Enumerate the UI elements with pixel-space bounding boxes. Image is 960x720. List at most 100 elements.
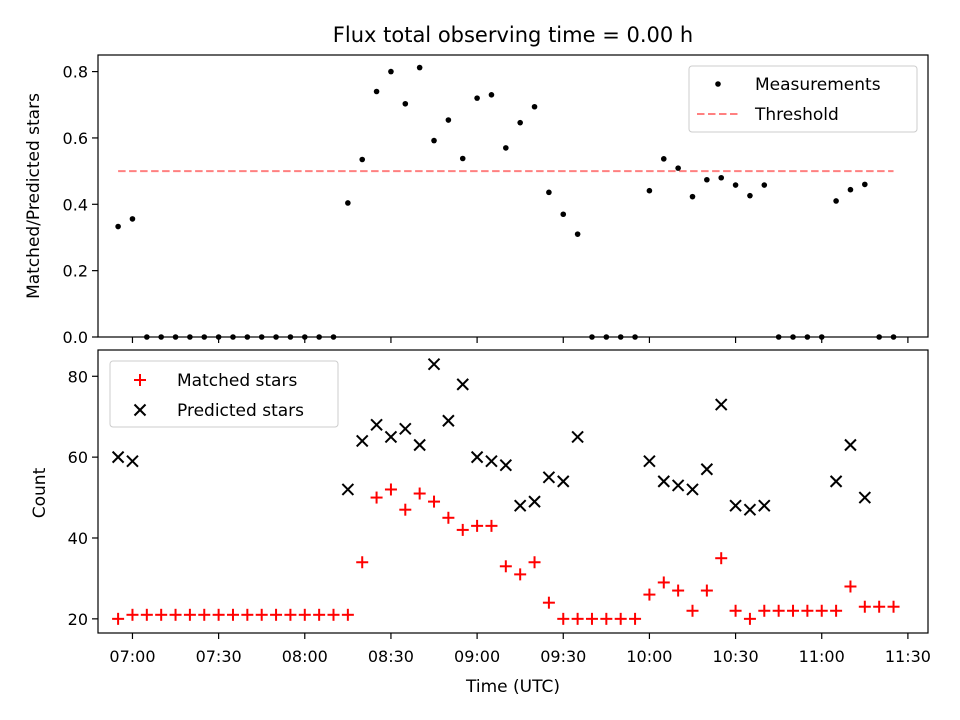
matched-star-point: [169, 608, 182, 621]
legend-threshold-label: Threshold: [754, 105, 839, 125]
ratio-y-tick-label: 0.2: [63, 262, 88, 281]
matched-star-point: [112, 612, 125, 625]
matched-star-point: [643, 588, 656, 601]
measurement-point: [718, 174, 725, 181]
matched-star-point: [542, 596, 555, 609]
predicted-star-point: [571, 430, 584, 444]
measurement-point: [402, 100, 409, 107]
predicted-star-point: [700, 463, 714, 476]
matched-star-point: [815, 604, 828, 617]
predicted-star-point: [356, 434, 369, 448]
matched-star-point: [471, 519, 484, 532]
predicted-star-point: [643, 454, 656, 468]
matched-star-point: [557, 612, 570, 625]
matched-star-point: [255, 608, 268, 621]
count-y-tick-label: 60: [68, 448, 88, 467]
legend-measurements-marker: [715, 81, 721, 87]
legend-predicted-label: Predicted stars: [177, 401, 304, 421]
measurement-point: [431, 137, 437, 144]
matched-star-point: [614, 612, 627, 625]
predicted-star-point: [384, 430, 398, 444]
matched-star-point: [155, 608, 168, 621]
matched-star-point: [657, 576, 670, 589]
predicted-star-point: [341, 483, 355, 496]
matched-star-point: [370, 491, 383, 504]
ratio-axes-frame: [97, 54, 929, 338]
matched-star-point: [241, 608, 254, 621]
predicted-star-point: [413, 438, 426, 452]
measurement-point: [158, 334, 164, 340]
predicted-star-point: [427, 357, 441, 371]
measurement-point: [172, 334, 179, 340]
measurement-point: [474, 95, 480, 101]
measurement-point: [847, 186, 854, 193]
measurement-point: [775, 334, 782, 340]
predicted-star-point: [456, 378, 469, 391]
matched-star-point: [700, 584, 713, 597]
measurement-point: [144, 334, 150, 340]
count-legend-box: [109, 360, 339, 428]
measurement-point: [660, 156, 667, 162]
ratio-legend-box: [688, 65, 918, 133]
count-legend: Matched stars Predicted stars: [109, 360, 339, 428]
matched-star-point: [413, 487, 426, 500]
matched-star-point: [887, 600, 900, 613]
matched-star-point: [399, 503, 412, 516]
matched-star-point: [140, 608, 153, 621]
matched-star-point: [327, 608, 340, 621]
matched-star-point: [456, 523, 469, 536]
measurement-point: [761, 182, 768, 188]
measurement-point: [287, 334, 294, 340]
measurement-point: [574, 231, 581, 237]
measurement-point: [589, 334, 595, 340]
measurement-point: [818, 334, 825, 340]
measurement-point: [890, 334, 897, 340]
count-x-tick-label: 10:30: [713, 647, 759, 666]
count-y-axis-label: Count: [30, 467, 50, 518]
predicted-star-point: [657, 475, 670, 488]
measurement-point: [459, 155, 466, 162]
measurement-point: [747, 192, 753, 199]
matched-star-point: [729, 604, 742, 617]
matched-star-point: [284, 608, 297, 621]
measurement-point: [301, 334, 308, 340]
count-x-tick-label: 07:00: [109, 647, 155, 666]
predicted-star-point: [442, 414, 455, 427]
predicted-star-point: [528, 495, 541, 508]
count-y-tick-label: 20: [68, 610, 88, 629]
measurement-point: [273, 334, 279, 340]
measurement-point: [230, 334, 236, 340]
predicted-star-point: [858, 491, 872, 504]
measurement-point: [617, 334, 624, 340]
measurement-point: [115, 223, 121, 230]
matched-star-point: [298, 608, 311, 621]
measurement-point: [187, 334, 193, 340]
measurement-point: [603, 334, 610, 340]
measurement-point: [646, 187, 653, 194]
measurement-point: [244, 334, 251, 340]
predicted-star-point: [499, 459, 513, 472]
measurement-point: [258, 334, 265, 340]
matched-star-point: [772, 604, 785, 617]
matched-star-point: [442, 511, 455, 524]
matched-star-point: [830, 604, 843, 617]
matched-star-point: [672, 584, 685, 597]
measurement-point: [445, 117, 452, 123]
matched-star-point: [212, 608, 225, 621]
figure-title: Flux total observing time = 0.00 h: [333, 23, 693, 47]
matched-star-point: [600, 612, 613, 625]
count-panel: 20 40 60 80 07:00 07:30 08:00 08:30 09:00 09:30 10…: [68, 349, 931, 666]
measurement-point: [689, 193, 696, 200]
measurement-point: [316, 334, 322, 340]
predicted-star-point: [399, 422, 412, 436]
count-axes-frame: [97, 349, 929, 634]
predicted-star-point: [844, 438, 857, 452]
measurement-point: [388, 68, 394, 75]
matched-star-point: [873, 600, 886, 613]
measurement-point: [833, 198, 839, 204]
count-x-tick-label: 10:00: [626, 647, 672, 666]
ratio-y-tick-label: 0.0: [63, 328, 88, 347]
predicted-star-point: [743, 503, 757, 516]
measurement-point: [704, 176, 710, 183]
